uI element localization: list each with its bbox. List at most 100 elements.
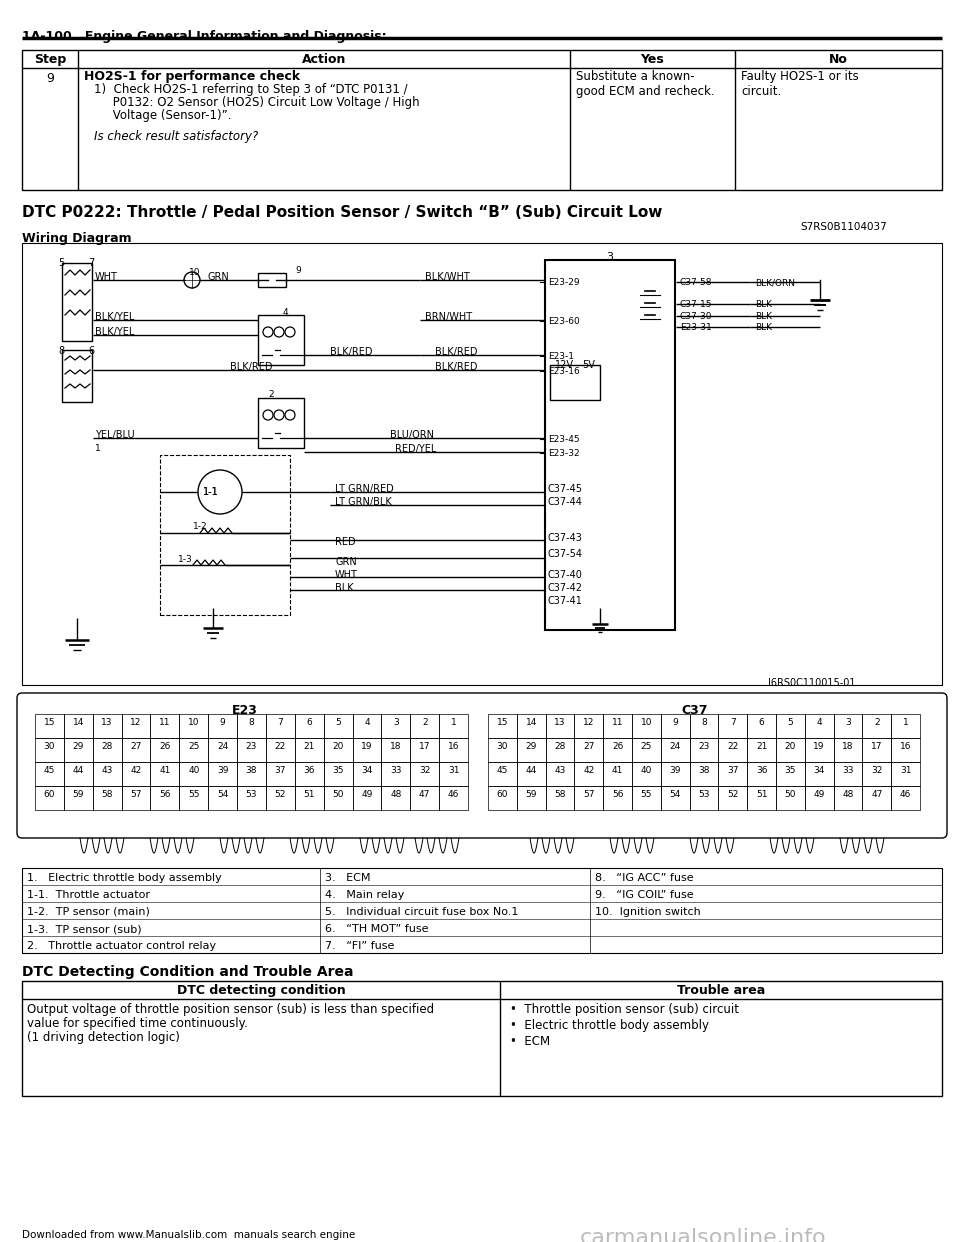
Bar: [689, 714, 718, 738]
Text: E23-1: E23-1: [548, 351, 574, 361]
Text: 55: 55: [188, 790, 200, 799]
Text: 21: 21: [303, 741, 315, 751]
Bar: [776, 714, 804, 738]
Text: BLK: BLK: [755, 312, 772, 320]
Bar: [488, 786, 516, 810]
Text: 35: 35: [332, 766, 344, 775]
Bar: [804, 763, 833, 786]
Bar: [122, 714, 151, 738]
Text: Wiring Diagram: Wiring Diagram: [22, 232, 132, 245]
Text: 26: 26: [159, 741, 171, 751]
Bar: [352, 738, 381, 763]
Text: 11: 11: [612, 718, 623, 727]
Text: 9: 9: [295, 266, 300, 274]
Bar: [410, 786, 439, 810]
Text: 6: 6: [88, 347, 94, 356]
Text: WHT: WHT: [335, 570, 358, 580]
Text: 7.   “FI” fuse: 7. “FI” fuse: [325, 941, 395, 951]
Bar: [35, 714, 64, 738]
Bar: [488, 738, 516, 763]
Bar: [516, 786, 545, 810]
Text: 1-1: 1-1: [204, 487, 219, 497]
Bar: [35, 763, 64, 786]
Bar: [151, 763, 180, 786]
Text: RED/YEL: RED/YEL: [395, 443, 437, 455]
Text: value for specified time continuously.: value for specified time continuously.: [27, 1017, 248, 1030]
Bar: [689, 763, 718, 786]
Text: 46: 46: [448, 790, 459, 799]
Text: C37-43: C37-43: [548, 533, 583, 543]
Text: YEL/BLU: YEL/BLU: [95, 430, 134, 440]
Text: 56: 56: [159, 790, 171, 799]
Bar: [862, 786, 891, 810]
Text: 38: 38: [246, 766, 257, 775]
Text: C37: C37: [682, 704, 708, 717]
Text: 8.   “IG ACC” fuse: 8. “IG ACC” fuse: [595, 873, 694, 883]
Text: BLK: BLK: [755, 323, 772, 332]
Text: 53: 53: [246, 790, 257, 799]
Bar: [151, 714, 180, 738]
Text: 43: 43: [554, 766, 565, 775]
Text: 45: 45: [44, 766, 55, 775]
Text: 32: 32: [419, 766, 430, 775]
Bar: [208, 763, 237, 786]
Text: DTC Detecting Condition and Trouble Area: DTC Detecting Condition and Trouble Area: [22, 965, 353, 979]
Bar: [381, 763, 410, 786]
Bar: [93, 786, 122, 810]
Text: 17: 17: [871, 741, 882, 751]
Bar: [35, 738, 64, 763]
Text: 1-2.  TP sensor (main): 1-2. TP sensor (main): [27, 907, 150, 917]
Text: 19: 19: [361, 741, 372, 751]
Bar: [804, 786, 833, 810]
Text: Output voltage of throttle position sensor (sub) is less than specified: Output voltage of throttle position sens…: [27, 1004, 434, 1016]
Text: 30: 30: [44, 741, 55, 751]
Bar: [258, 397, 304, 448]
Bar: [891, 714, 920, 738]
Text: Downloaded from www.Manualslib.com  manuals search engine: Downloaded from www.Manualslib.com manua…: [22, 1230, 355, 1240]
Bar: [324, 786, 352, 810]
Text: 5.   Individual circuit fuse box No.1: 5. Individual circuit fuse box No.1: [325, 907, 518, 917]
Text: 55: 55: [640, 790, 652, 799]
Bar: [64, 714, 93, 738]
Text: 4: 4: [364, 718, 370, 727]
Bar: [62, 350, 92, 402]
Bar: [439, 786, 468, 810]
Bar: [410, 738, 439, 763]
Bar: [545, 714, 574, 738]
Bar: [603, 786, 632, 810]
Text: 1: 1: [902, 718, 908, 727]
Bar: [660, 786, 689, 810]
Text: 6: 6: [758, 718, 764, 727]
Text: DTC detecting condition: DTC detecting condition: [177, 984, 346, 997]
Text: 29: 29: [525, 741, 537, 751]
Text: BLK/RED: BLK/RED: [435, 361, 477, 373]
Text: I6RS0C110015-01: I6RS0C110015-01: [768, 678, 855, 688]
Bar: [632, 714, 660, 738]
Bar: [776, 738, 804, 763]
Text: 17: 17: [419, 741, 430, 751]
Bar: [180, 738, 208, 763]
Text: 44: 44: [73, 766, 84, 775]
Bar: [550, 365, 600, 400]
Bar: [266, 763, 295, 786]
Text: C37-45: C37-45: [548, 484, 583, 494]
Bar: [22, 243, 942, 686]
Bar: [488, 714, 516, 738]
Text: C37-40: C37-40: [548, 570, 583, 580]
Text: 5: 5: [58, 258, 64, 268]
Text: 39: 39: [217, 766, 228, 775]
Text: 20: 20: [332, 741, 344, 751]
Bar: [574, 786, 603, 810]
Text: DTC P0222: Throttle / Pedal Position Sensor / Switch “B” (Sub) Circuit Low: DTC P0222: Throttle / Pedal Position Sen…: [22, 205, 662, 220]
Bar: [804, 738, 833, 763]
Text: 38: 38: [698, 766, 709, 775]
Bar: [64, 786, 93, 810]
Text: 58: 58: [554, 790, 565, 799]
Bar: [180, 763, 208, 786]
Bar: [439, 714, 468, 738]
Bar: [295, 714, 324, 738]
Bar: [689, 738, 718, 763]
Bar: [352, 763, 381, 786]
Bar: [62, 263, 92, 342]
Bar: [295, 786, 324, 810]
